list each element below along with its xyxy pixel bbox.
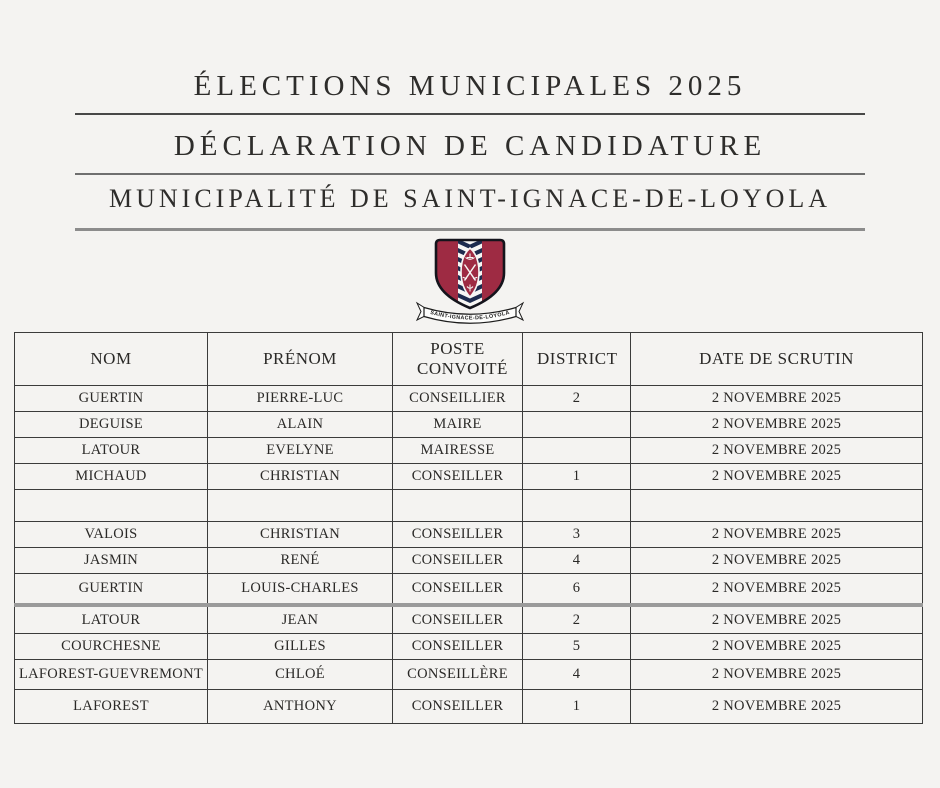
cell-date: 2 NOVEMBRE 2025: [630, 659, 923, 690]
column-header-poste: POSTE CONVOITÉ: [392, 332, 523, 386]
divider-2: [75, 173, 865, 175]
cell-poste: [392, 489, 523, 522]
cell-prenom: GILLES: [207, 633, 393, 660]
cell-nom: [14, 489, 208, 522]
ribbon-banner: SAINT-IGNACE-DE-LOYOLA: [415, 301, 525, 324]
cell-nom: COURCHESNE: [14, 633, 208, 660]
cell-date: 2 NOVEMBRE 2025: [630, 437, 923, 464]
cell-district: [522, 411, 631, 438]
cell-district: 2: [522, 603, 631, 634]
column-header-nom: NOM: [14, 332, 208, 386]
table-row: JASMIN RENÉ CONSEILLER 4 2 NOVEMBRE 2025: [14, 547, 923, 574]
cell-date: 2 NOVEMBRE 2025: [630, 547, 923, 574]
cell-district: [522, 489, 631, 522]
cell-date: 2 NOVEMBRE 2025: [630, 689, 923, 724]
cell-date: 2 NOVEMBRE 2025: [630, 411, 923, 438]
table-body: GUERTIN PIERRE-LUC CONSEILLIER 2 2 NOVEMBRE …: [14, 385, 923, 724]
cell-prenom: EVELYNE: [207, 437, 393, 464]
table-row: VALOIS CHRISTIAN CONSEILLER 3 2 NOVEMBRE 202…: [14, 521, 923, 548]
cell-nom: LAFOREST: [14, 689, 208, 724]
cell-prenom: PIERRE-LUC: [207, 385, 393, 412]
table-row: LATOUR JEAN CONSEILLER 2 2 NOVEMBRE 2025: [14, 603, 923, 634]
cell-prenom: JEAN: [207, 603, 393, 634]
cell-prenom: RENÉ: [207, 547, 393, 574]
cell-nom: VALOIS: [14, 521, 208, 548]
table-row: [14, 489, 923, 522]
cell-nom: MICHAUD: [14, 463, 208, 490]
cell-poste: MAIRESSE: [392, 437, 523, 464]
cell-district: 1: [522, 463, 631, 490]
cell-prenom: CHRISTIAN: [207, 463, 393, 490]
cell-poste: CONSEILLER: [392, 573, 523, 606]
cell-district: 2: [522, 385, 631, 412]
cell-nom: LATOUR: [14, 437, 208, 464]
cell-district: 6: [522, 573, 631, 606]
cell-nom: GUERTIN: [14, 573, 208, 606]
cell-district: 4: [522, 547, 631, 574]
cell-poste: CONSEILLER: [392, 603, 523, 634]
crossed-swords-icon: [462, 264, 478, 281]
column-header-district: DISTRICT: [522, 332, 631, 386]
cell-poste: CONSEILLER: [392, 521, 523, 548]
table-row: LATOUR EVELYNE MAIRESSE 2 NOVEMBRE 2025: [14, 437, 923, 464]
cell-district: [522, 437, 631, 464]
subtitle-declaration: DÉCLARATION DE CANDIDATURE: [173, 130, 767, 162]
table-row: LAFOREST-GUEVREMONT CHLOÉ CONSEILLÈRE 4 2 NO…: [14, 659, 923, 690]
cell-poste: CONSEILLÈRE: [392, 659, 523, 690]
svg-text:SAINT-IGNACE-DE-LOYOLA: SAINT-IGNACE-DE-LOYOLA: [429, 310, 510, 322]
cell-district: 5: [522, 633, 631, 660]
cell-prenom: ANTHONY: [207, 689, 393, 724]
divider-3: [75, 228, 865, 231]
cell-date: 2 NOVEMBRE 2025: [630, 603, 923, 634]
cell-district: 4: [522, 659, 631, 690]
cell-nom: DEGUISE: [14, 411, 208, 438]
cell-prenom: [207, 489, 393, 522]
candidates-table: NOM PRÉNOM POSTE CONVOITÉ DISTRICT DATE …: [14, 332, 923, 724]
cell-nom: GUERTIN: [14, 385, 208, 412]
cell-date: 2 NOVEMBRE 2025: [630, 573, 923, 606]
cell-nom: LAFOREST-GUEVREMONT: [14, 659, 208, 690]
divider-1: [75, 113, 865, 115]
ornament-icon: [466, 284, 474, 292]
document: ÉLECTIONS MUNICIPALES 2025 DÉCLARATION D…: [0, 70, 940, 724]
table-row: MICHAUD CHRISTIAN CONSEILLER 1 2 NOVEMBRE 20…: [14, 463, 923, 490]
municipal-crest: SAINT-IGNACE-DE-LOYOLA: [0, 237, 940, 329]
cell-poste: CONSEILLER: [392, 463, 523, 490]
cell-date: 2 NOVEMBRE 2025: [630, 385, 923, 412]
table-row: LAFOREST ANTHONY CONSEILLER 1 2 NOVEMBRE 202…: [14, 689, 923, 724]
cell-nom: JASMIN: [14, 547, 208, 574]
cell-prenom: LOUIS-CHARLES: [207, 573, 393, 606]
subtitle-municipality: MUNICIPALITÉ DE SAINT-IGNACE-DE-LOYOLA: [108, 184, 832, 213]
cell-district: 3: [522, 521, 631, 548]
table-row: GUERTIN LOUIS-CHARLES CONSEILLER 6 2 NOVEMBR…: [14, 573, 923, 606]
cell-poste: CONSEILLER: [392, 633, 523, 660]
cell-poste: CONSEILLER: [392, 689, 523, 724]
table-row: DEGUISE ALAIN MAIRE 2 NOVEMBRE 2025: [14, 411, 923, 438]
page-title: ÉLECTIONS MUNICIPALES 2025: [193, 70, 747, 102]
cell-poste: CONSEILLIER: [392, 385, 523, 412]
column-header-prenom: PRÉNOM: [207, 332, 393, 386]
header-row: NOM PRÉNOM POSTE CONVOITÉ DISTRICT DATE …: [14, 332, 923, 386]
cell-prenom: ALAIN: [207, 411, 393, 438]
cell-district: 1: [522, 689, 631, 724]
cell-nom: LATOUR: [14, 603, 208, 634]
cell-prenom: CHLOÉ: [207, 659, 393, 690]
cell-poste: MAIRE: [392, 411, 523, 438]
column-header-date: DATE DE SCRUTIN: [630, 332, 923, 386]
cell-date: [630, 489, 923, 522]
table-row: GUERTIN PIERRE-LUC CONSEILLIER 2 2 NOVEMBRE …: [14, 385, 923, 412]
cell-date: 2 NOVEMBRE 2025: [630, 463, 923, 490]
cell-date: 2 NOVEMBRE 2025: [630, 633, 923, 660]
ship-icon: [465, 253, 475, 260]
cell-poste: CONSEILLER: [392, 547, 523, 574]
coat-of-arms-icon: SAINT-IGNACE-DE-LOYOLA: [415, 238, 525, 324]
cell-prenom: CHRISTIAN: [207, 521, 393, 548]
table-row: COURCHESNE GILLES CONSEILLER 5 2 NOVEMBRE 20…: [14, 633, 923, 660]
cell-date: 2 NOVEMBRE 2025: [630, 521, 923, 548]
